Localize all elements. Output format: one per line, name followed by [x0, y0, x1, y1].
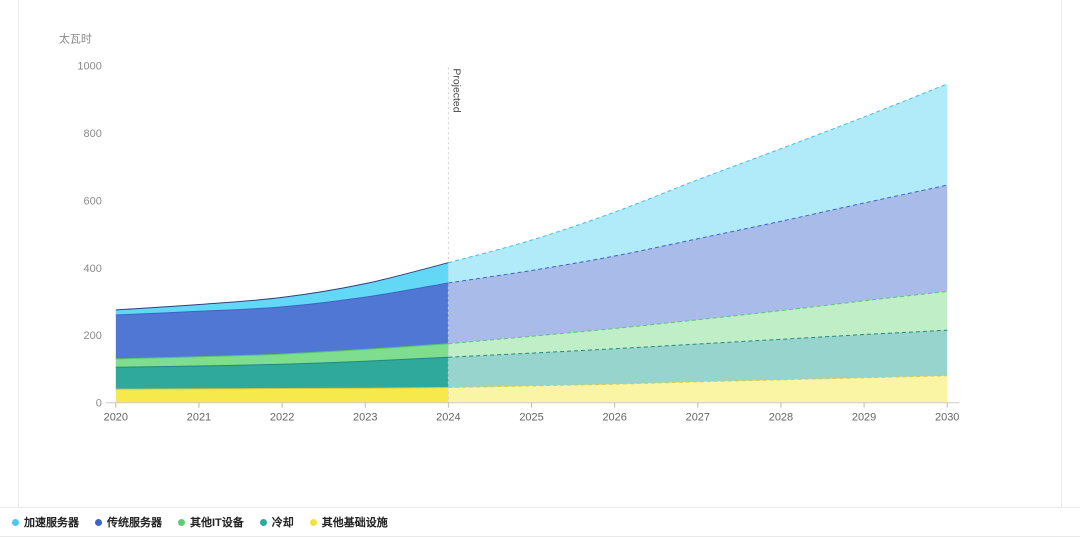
legend-item-accelerated-servers[interactable]: 加速服务器	[12, 514, 79, 530]
y-axis-tick-label: 800	[84, 128, 102, 140]
series-other-it-equipment-boundary-historical	[115, 343, 449, 360]
x-axis-tick-label: 2022	[270, 412, 294, 424]
x-axis-tick-label: 2024	[436, 412, 460, 424]
series-cooling[interactable]	[115, 330, 948, 390]
x-axis-tick-label: 2025	[519, 412, 543, 424]
legend-item-label: 其他IT设备	[190, 517, 244, 529]
legend-item-label: 加速服务器	[24, 517, 79, 529]
legend-item-other-it-equipment[interactable]: 其他IT设备	[178, 514, 244, 530]
series-conventional-servers[interactable]	[115, 185, 948, 359]
y-axis-tick-label: 1000	[77, 60, 101, 72]
y-axis-tick-label: 200	[84, 330, 102, 342]
x-axis-tick-label: 2027	[686, 412, 710, 424]
series-boundaries	[115, 83, 948, 390]
x-axis-tick-label: 2029	[852, 412, 876, 424]
x-axis-tick-label: 2026	[602, 412, 626, 424]
y-axis-tick-label: 0	[96, 398, 102, 410]
series-accelerated-servers-boundary-projected	[448, 83, 948, 264]
projected-label: Projected	[450, 68, 461, 112]
y-axis-unit-label: 太瓦时	[59, 32, 92, 45]
legend-item-other-infrastructure[interactable]: 其他基础设施	[309, 514, 388, 530]
legend-item-cooling[interactable]: 冷却	[259, 514, 294, 530]
series-other-infrastructure[interactable]	[115, 375, 948, 403]
series-accelerated-servers-boundary-historical	[115, 262, 449, 311]
x-axis-tick-label: 2021	[187, 412, 211, 424]
legend-dot-cooling-icon	[259, 518, 267, 526]
legend-item-conventional-servers[interactable]: 传统服务器	[95, 514, 162, 530]
electricity-consumption-stacked-area-chart: 2020 2021 2022 2023 2024 2025 2026 2027 2028 2029…	[59, 32, 959, 423]
legend-item-label: 其他基础设施	[321, 517, 388, 529]
series-other-infrastructure-boundary-historical	[115, 387, 449, 390]
legend-dot-conventional-servers-icon	[95, 518, 102, 526]
series-conventional-servers-boundary-historical	[115, 282, 449, 316]
legend-dot-other-it-equipment-icon	[178, 518, 185, 526]
chart-card: 2020 2021 2022 2023 2024 2025 2026 2027 2028 2029…	[18, 0, 1062, 507]
y-axis-tick-label: 600	[84, 195, 102, 207]
series-cooling-boundary-historical	[115, 356, 449, 368]
x-axis-tick-label: 2020	[104, 412, 128, 424]
chart-legend: 加速服务器 传统服务器 其他IT设备 冷却 其他基础设施	[0, 507, 1080, 537]
x-axis-tick-label: 2023	[353, 412, 377, 424]
series-conventional-servers-boundary-projected	[448, 184, 948, 284]
legend-dot-accelerated-servers-icon	[12, 518, 19, 526]
x-axis-tick-label: 2028	[769, 412, 793, 424]
series-accelerated-servers[interactable]	[115, 83, 948, 315]
legend-item-label: 传统服务器	[107, 517, 162, 529]
legend-dot-other-infrastructure-icon	[309, 518, 317, 526]
x-axis-tick-label: 2030	[935, 412, 959, 424]
y-axis-tick-label: 400	[84, 263, 102, 275]
legend-item-label: 冷却	[271, 517, 294, 529]
axes: 2020 2021 2022 2023 2024 2025 2026 2027 2028 2029…	[77, 60, 959, 423]
series-other-infrastructure-boundary-projected	[448, 375, 948, 389]
